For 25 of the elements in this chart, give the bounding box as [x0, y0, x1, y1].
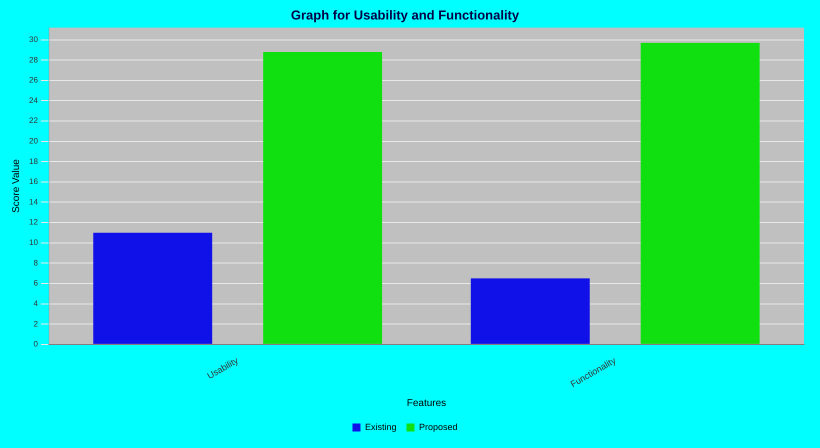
legend-label: Proposed — [418, 422, 458, 432]
y-tick-label: 24 — [28, 96, 38, 105]
y-tick-label: 26 — [28, 76, 38, 85]
bar — [93, 232, 212, 344]
y-tick-label: 18 — [28, 156, 38, 166]
y-axis-title: Score Value — [10, 158, 22, 213]
legend-label: Existing — [364, 422, 396, 432]
bar — [470, 278, 590, 344]
chart-title: Graph for Usability and Functionality — [290, 7, 520, 22]
bar — [263, 52, 382, 344]
y-tick-label: 28 — [28, 55, 38, 64]
y-tick-label: 30 — [28, 34, 38, 44]
y-tick-label: 10 — [28, 238, 38, 248]
y-tick-label: 16 — [28, 177, 38, 186]
y-tick-label: 14 — [28, 197, 38, 206]
y-tick-label: 0 — [33, 340, 38, 349]
y-tick-label: 6 — [33, 278, 38, 288]
bar — [640, 42, 760, 344]
y-tick-label: 12 — [28, 218, 38, 227]
y-tick-label: 4 — [33, 298, 38, 308]
x-axis-title: Features — [406, 398, 446, 409]
y-tick-label: 20 — [28, 136, 38, 146]
y-tick-label: 22 — [28, 116, 38, 126]
y-tick-label: 8 — [33, 258, 38, 268]
y-tick-label: 2 — [33, 319, 38, 328]
